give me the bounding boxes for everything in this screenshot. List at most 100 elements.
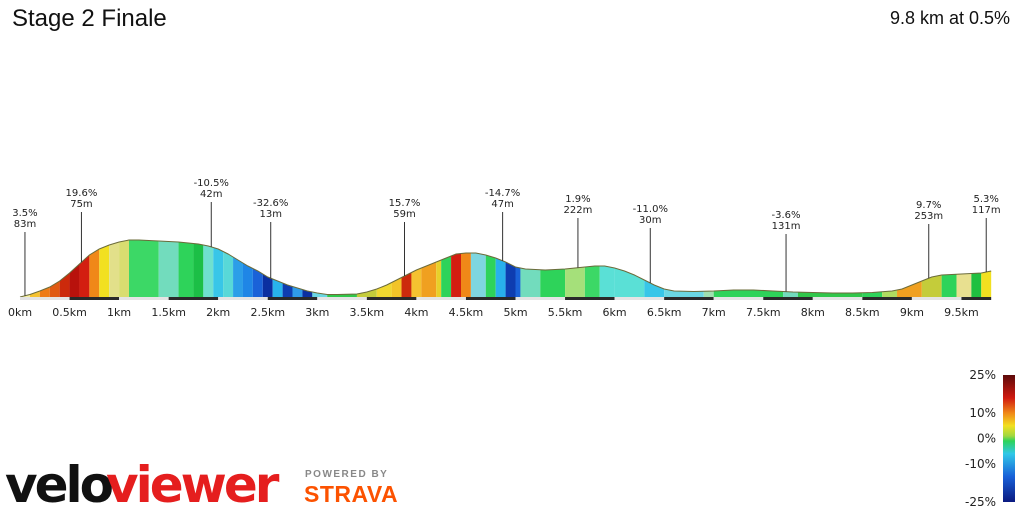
legend-gradient-bar bbox=[1003, 375, 1015, 502]
x-tick-label: 5km bbox=[503, 306, 527, 319]
x-tick-label: 6.5km bbox=[647, 306, 682, 319]
profile-segment bbox=[485, 255, 496, 297]
legend-labels: 25% 10% 0% -10% -25% bbox=[965, 368, 996, 509]
distance-bar-block bbox=[713, 297, 764, 300]
profile-segment bbox=[282, 283, 293, 297]
annotation-grade: 5.3% bbox=[974, 194, 999, 205]
distance-bar-block bbox=[515, 297, 566, 300]
annotation-distance: 222m bbox=[564, 205, 593, 216]
profile-segment bbox=[897, 281, 922, 297]
profile-segment bbox=[69, 264, 80, 297]
x-tick-label: 4km bbox=[404, 306, 428, 319]
legend-label: -10% bbox=[965, 457, 996, 471]
profile-outline bbox=[19, 239, 992, 298]
profile-segment bbox=[941, 274, 957, 297]
x-tick-label: 1km bbox=[107, 306, 131, 319]
profile-segment bbox=[520, 268, 541, 297]
gradient-legend: 25% 10% 0% -10% -25% bbox=[965, 368, 1015, 509]
profile-segment bbox=[495, 258, 506, 297]
profile-segment bbox=[391, 277, 402, 297]
profile-segment bbox=[451, 253, 461, 297]
x-tick-label: 2km bbox=[206, 306, 230, 319]
strava-logo-text: STRAVA bbox=[304, 481, 398, 507]
distance-bar-block bbox=[614, 297, 665, 300]
annotation-distance: 253m bbox=[914, 211, 943, 222]
profile-segment bbox=[119, 240, 130, 297]
profile-segment bbox=[203, 245, 214, 297]
x-axis-ticks: 0km 0.5km 1km 1.5km 2km 2.5km 3km 3.5km 4km 4.5km… bbox=[8, 306, 979, 319]
profile-segment bbox=[252, 268, 263, 297]
profile-segment bbox=[614, 268, 645, 297]
profile-segment bbox=[421, 262, 437, 297]
distance-bar-block bbox=[416, 297, 466, 300]
distance-bar-block bbox=[20, 297, 70, 300]
distance-bar-block bbox=[366, 297, 417, 300]
legend-label: 0% bbox=[977, 432, 996, 446]
veloviewer-logo: velo viewer bbox=[5, 456, 283, 512]
profile-segment bbox=[971, 273, 982, 297]
powered-by-text: POWERED BY bbox=[305, 469, 388, 480]
profile-segment bbox=[401, 272, 412, 297]
legend-label: -25% bbox=[965, 495, 996, 509]
profile-segment bbox=[158, 241, 179, 297]
profile-segment bbox=[411, 268, 422, 297]
distance-bar-block bbox=[465, 297, 516, 300]
profile-segment bbox=[129, 240, 159, 297]
annotation-grade: 15.7% bbox=[389, 198, 421, 209]
strava-badge: POWERED BY STRAVA bbox=[304, 469, 398, 507]
profile-segment bbox=[89, 249, 100, 297]
profile-segment bbox=[436, 260, 442, 297]
profile-segment bbox=[956, 273, 972, 297]
x-tick-label: 4.5km bbox=[449, 306, 484, 319]
annotation-grade: -11.0% bbox=[633, 204, 668, 215]
x-tick-label: 8.5km bbox=[845, 306, 880, 319]
distance-bar-block bbox=[862, 297, 912, 300]
legend-label: 25% bbox=[969, 368, 996, 382]
profile-segment bbox=[233, 257, 243, 297]
profile-segment bbox=[213, 247, 224, 297]
profile-segment bbox=[713, 290, 784, 297]
profile-segment bbox=[29, 291, 40, 297]
profile-segment bbox=[703, 291, 714, 297]
annotation-distance: 75m bbox=[70, 199, 92, 210]
x-tick-label: 9km bbox=[900, 306, 924, 319]
profile-segment bbox=[376, 282, 392, 297]
profile-segment bbox=[178, 242, 194, 297]
distance-bar-block bbox=[168, 297, 219, 300]
annotation-grade: -10.5% bbox=[194, 178, 229, 189]
profile-segment bbox=[441, 256, 452, 297]
distance-bar-block bbox=[267, 297, 318, 300]
distance-bar-block bbox=[218, 297, 268, 300]
annotation-distance: 30m bbox=[639, 215, 661, 226]
x-tick-label: 3.5km bbox=[350, 306, 385, 319]
profile-segment bbox=[242, 263, 253, 297]
annotation-distance: 83m bbox=[14, 219, 36, 230]
profile-segment bbox=[302, 289, 313, 297]
profile-segment bbox=[262, 274, 273, 297]
annotation-grade: 1.9% bbox=[565, 194, 590, 205]
legend-label: 10% bbox=[969, 406, 996, 420]
annotation-grade: 3.5% bbox=[12, 208, 37, 219]
x-tick-label: 6km bbox=[603, 306, 627, 319]
distance-bar-block bbox=[119, 297, 169, 300]
profile-segment bbox=[515, 267, 521, 297]
profile-segment bbox=[540, 269, 566, 297]
annotation-distance: 59m bbox=[393, 209, 415, 220]
logo-viewer-text: viewer bbox=[106, 456, 280, 512]
gradient-annotations: 3.5%83m 19.6%75m -10.5%42m -32.6%13m 15.7%59… bbox=[12, 178, 1001, 296]
distance-bar-block bbox=[812, 297, 863, 300]
annotation-distance: 13m bbox=[259, 209, 281, 220]
profile-segment bbox=[565, 267, 585, 297]
distance-bar-block bbox=[763, 297, 813, 300]
distance-bar bbox=[20, 297, 992, 300]
profile-segment bbox=[599, 266, 615, 297]
distance-bar-block bbox=[565, 297, 615, 300]
profile-segments bbox=[20, 240, 992, 297]
profile-segment bbox=[99, 245, 110, 297]
x-tick-label: 7km bbox=[702, 306, 726, 319]
profile-segment bbox=[470, 253, 486, 297]
profile-segment bbox=[783, 291, 798, 297]
annotation-distance: 131m bbox=[772, 221, 801, 232]
annotation-distance: 47m bbox=[491, 199, 513, 210]
